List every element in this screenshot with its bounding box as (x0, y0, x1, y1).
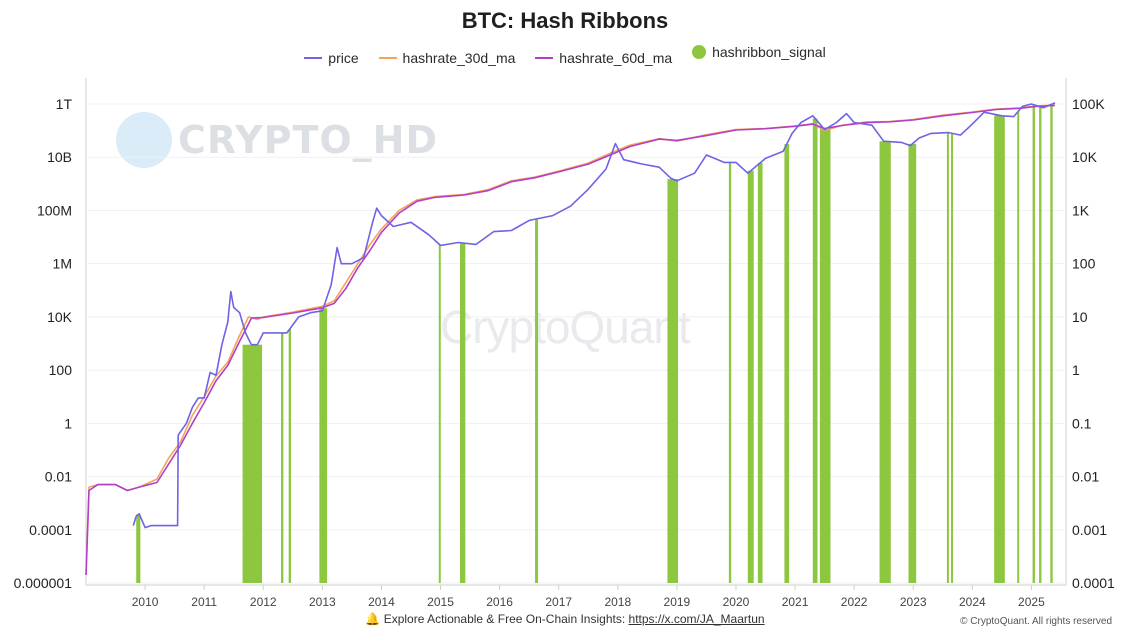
footer: 🔔 Explore Actionable & Free On-Chain Ins… (0, 612, 1130, 626)
hashribbon-signal-bar[interactable] (819, 129, 831, 583)
y-right-tick-label: 0.001 (1072, 522, 1107, 538)
x-tick-label: 2020 (723, 595, 750, 609)
hashribbon-signal-bar[interactable] (994, 115, 1005, 583)
copyright: © CryptoQuant. All rights reserved (960, 616, 1112, 627)
watermark-cryptoquant: CryptoQuant (440, 301, 691, 353)
hashribbon-signal-bar[interactable] (1039, 106, 1042, 584)
hashribbon-signal-bar[interactable] (319, 308, 328, 583)
hashribbon-signal-bar[interactable] (812, 118, 818, 583)
y-left-tick-label: 1 (64, 415, 72, 431)
y-right-tick-label: 1 (1072, 362, 1080, 378)
x-tick-label: 2010 (132, 595, 159, 609)
y-left-tick-label: 0.01 (45, 469, 72, 485)
y-right-tick-label: 0.1 (1072, 415, 1092, 431)
hashribbon-signal-bar[interactable] (438, 244, 441, 583)
watermark-crypto-hd: CRYPTO_HD (178, 118, 439, 162)
y-right-tick-label: 10K (1072, 149, 1098, 165)
hashribbon-signal-bar[interactable] (951, 133, 954, 583)
crypto-hd-logo-icon (116, 112, 172, 168)
hashribbon-signal-bar[interactable] (1017, 111, 1020, 584)
series-line-price[interactable] (132, 102, 1056, 529)
y-right-tick-label: 10 (1072, 309, 1088, 325)
y-left-tick-label: 10B (47, 149, 72, 165)
x-tick-label: 2022 (841, 595, 868, 609)
hashribbon-signal-bar[interactable] (784, 144, 790, 583)
footer-text: Explore Actionable & Free On-Chain Insig… (383, 612, 626, 626)
hashribbon-signal-bar[interactable] (1050, 104, 1053, 583)
y-left-tick-label: 10K (47, 309, 73, 325)
y-left-tick-label: 0.000001 (14, 575, 73, 591)
legend-item-hashrate-60d[interactable]: hashrate_60d_ma (535, 50, 672, 66)
y-right-tick-label: 0.0001 (1072, 575, 1115, 591)
x-tick-label: 2024 (959, 595, 986, 609)
legend-label-hashrate-60d: hashrate_60d_ma (559, 50, 673, 66)
x-tick-label: 2021 (782, 595, 809, 609)
chart-title: BTC: Hash Ribbons (461, 8, 669, 33)
legend-label-hashrate-30d: hashrate_30d_ma (402, 50, 516, 66)
legend-item-hashrate-30d[interactable]: hashrate_30d_ma (378, 50, 516, 66)
hashribbon-signal-bar[interactable] (1032, 104, 1035, 584)
legend-item-price[interactable]: price (304, 50, 359, 66)
legend: price hashrate_30d_ma hashrate_60d_ma ha… (0, 44, 1130, 66)
hashribbon-signal-bar[interactable] (535, 218, 539, 583)
y-left-tick-label: 0.0001 (29, 522, 72, 538)
y-left-tick-label: 100 (49, 362, 73, 378)
hashribbon-signal-bar[interactable] (136, 514, 141, 583)
x-tick-label: 2019 (664, 595, 691, 609)
hashribbon-signal-bar[interactable] (747, 170, 754, 583)
x-tick-label: 2014 (368, 595, 395, 609)
hashribbon-signal-bar[interactable] (946, 132, 949, 583)
hashribbon-signal-bar[interactable] (667, 179, 679, 583)
legend-label-signal: hashribbon_signal (712, 44, 826, 60)
y-left-tick-label: 1M (53, 256, 72, 272)
y-left-tick-label: 1T (56, 96, 73, 112)
x-tick-label: 2018 (604, 595, 631, 609)
legend-swatch-price (304, 57, 323, 59)
bell-icon: 🔔 (365, 612, 381, 626)
hashribbon-signal-bar[interactable] (728, 162, 732, 583)
hashribbon-signal-bar[interactable] (242, 344, 263, 583)
y-right-tick-label: 0.01 (1072, 469, 1099, 485)
x-tick-label: 2025 (1018, 595, 1045, 609)
x-tick-label: 2012 (250, 595, 277, 609)
legend-item-signal[interactable]: hashribbon_signal (692, 44, 826, 60)
y-right-tick-label: 1K (1072, 202, 1090, 218)
x-tick-label: 2011 (191, 595, 217, 609)
legend-swatch-signal (692, 45, 707, 59)
x-tick-label: 2016 (486, 595, 513, 609)
legend-swatch-hashrate-30d (378, 57, 397, 59)
hashribbon-signal-bar[interactable] (879, 141, 891, 583)
legend-swatch-hashrate-60d (535, 57, 554, 59)
series-line-hashrate_60d_ma[interactable] (85, 104, 1056, 576)
hashribbon-signal-bar[interactable] (288, 328, 292, 583)
y-right-tick-label: 100K (1072, 96, 1105, 112)
hashribbon-signal-bar[interactable] (757, 162, 763, 583)
hashribbon-signal-bar[interactable] (460, 242, 466, 583)
hashribbon-signal-bar[interactable] (280, 332, 284, 583)
x-tick-label: 2023 (900, 595, 927, 609)
x-tick-label: 2017 (545, 595, 572, 609)
x-tick-label: 2013 (309, 595, 336, 609)
hashribbon-signal-bar[interactable] (908, 143, 917, 583)
y-right-tick-label: 100 (1072, 256, 1096, 272)
y-left-tick-label: 100M (37, 202, 72, 218)
footer-link[interactable]: https://x.com/JA_Maartun (628, 612, 765, 626)
x-tick-label: 2015 (427, 595, 454, 609)
legend-label-price: price (328, 50, 359, 66)
